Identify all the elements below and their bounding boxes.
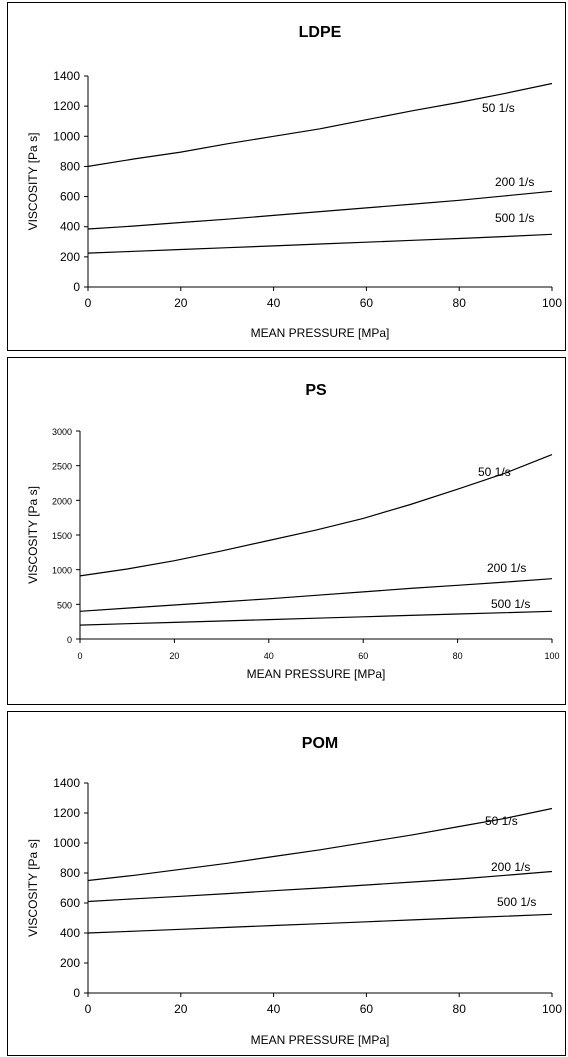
y-tick-label: 0 (67, 635, 72, 645)
x-tick-label: 100 (542, 1002, 562, 1016)
y-tick-label: 200 (60, 250, 80, 264)
y-tick-label: 1000 (53, 129, 80, 143)
chart-title: POM (302, 735, 338, 752)
y-tick-label: 1000 (52, 566, 72, 576)
series-label: 500 1/s (491, 597, 530, 611)
y-tick-label: 3000 (52, 427, 72, 437)
x-tick-label: 0 (85, 1002, 92, 1016)
series-line-50-1-s (87, 807, 553, 882)
x-tick-label: 40 (264, 651, 274, 661)
y-tick-label: 400 (60, 926, 80, 940)
series-line-500-1-s (87, 913, 553, 934)
x-tick-label: 80 (453, 296, 467, 310)
x-tick-label: 0 (77, 651, 82, 661)
y-tick-label: 1200 (53, 806, 80, 820)
x-tick-label: 60 (358, 651, 368, 661)
x-tick-label: 80 (453, 1002, 467, 1016)
x-tick-label: 60 (360, 296, 374, 310)
y-tick-label: 500 (57, 600, 72, 610)
ldpe-chart-panel: LDPE 0 20 40 60 80 100 0 200 400 600 800 1000 1200 140… (7, 2, 566, 351)
x-axis-label: MEAN PRESSURE [MPa] (251, 1033, 390, 1047)
x-tick-label: 100 (542, 296, 562, 310)
y-tick-label: 2000 (52, 496, 72, 506)
chart-title: LDPE (299, 24, 342, 41)
chart-title: PS (305, 382, 327, 399)
x-tick-label: 20 (169, 651, 179, 661)
series-label: 200 1/s (487, 561, 526, 575)
y-tick-label: 1200 (53, 99, 80, 113)
y-tick-label: 600 (60, 896, 80, 910)
x-tick-label: 20 (174, 296, 188, 310)
x-tick-label: 20 (174, 1002, 188, 1016)
series-label: 500 1/s (495, 211, 534, 225)
y-axis-label: VISCOSITY [Pa s] (26, 133, 40, 231)
x-tick-label: 0 (85, 296, 92, 310)
x-axis-label: MEAN PRESSURE [MPa] (251, 326, 390, 340)
series-line-200-1-s (79, 578, 553, 612)
series-label: 50 1/s (478, 465, 511, 479)
series-label: 200 1/s (495, 175, 534, 189)
series-label: 500 1/s (497, 895, 536, 909)
series-line-50-1-s (87, 82, 553, 167)
y-tick-label: 1500 (52, 531, 72, 541)
pom-chart-panel: POM 0 20 40 60 80 100 0 200 400 600 800 1000 1200 1400… (7, 711, 566, 1056)
series-line-500-1-s (79, 610, 553, 626)
y-tick-label: 1400 (53, 69, 80, 83)
series-line-50-1-s (79, 454, 553, 577)
y-tick-label: 1000 (53, 836, 80, 850)
series-label: 50 1/s (485, 814, 518, 828)
series-line-200-1-s (87, 870, 553, 903)
x-tick-label: 60 (360, 1002, 374, 1016)
y-tick-label: 1400 (53, 776, 80, 790)
series-line-200-1-s (87, 190, 553, 230)
series-label: 50 1/s (482, 101, 515, 115)
y-axis-label: VISCOSITY [Pa s] (26, 486, 40, 584)
series-label: 200 1/s (491, 860, 530, 874)
y-tick-label: 600 (60, 190, 80, 204)
x-tick-label: 40 (267, 296, 281, 310)
ps-chart-panel: PS 0 20 40 60 80 100 0 500 1000 1500 2000 2500 3000 ME… (7, 357, 566, 705)
x-axis-label: MEAN PRESSURE [MPa] (247, 667, 386, 681)
series-line-500-1-s (87, 233, 553, 254)
y-tick-label: 800 (60, 159, 80, 173)
y-tick-label: 400 (60, 220, 80, 234)
x-tick-label: 100 (544, 651, 559, 661)
y-tick-label: 0 (73, 280, 80, 294)
y-tick-label: 2500 (52, 462, 72, 472)
x-tick-label: 80 (453, 651, 463, 661)
y-tick-label: 0 (73, 986, 80, 1000)
y-tick-label: 200 (60, 956, 80, 970)
x-tick-label: 40 (267, 1002, 281, 1016)
ps-chart: PS0 20 40 60 80 100050010001500200025003000ME… (26, 382, 560, 681)
y-axis-label: VISCOSITY [Pa s] (26, 839, 40, 937)
y-tick-label: 800 (60, 866, 80, 880)
